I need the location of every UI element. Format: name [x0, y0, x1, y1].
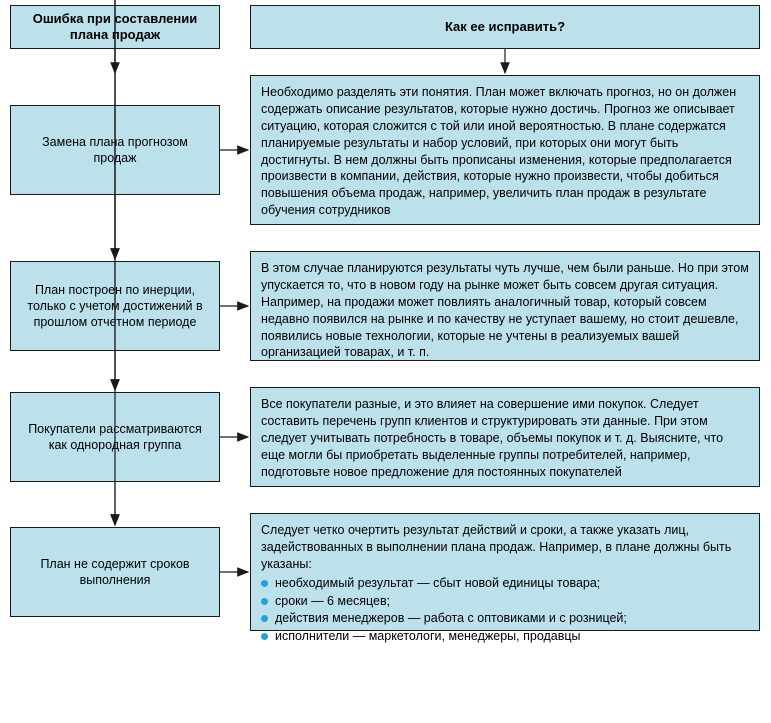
fix-text-2: Все покупатели разные, и это влияет на с… [261, 396, 749, 480]
fix-bullet-3-2: действия менеджеров — работа с оптовикам… [261, 610, 749, 627]
error-label-3: План не содержит сроков выполнения [19, 556, 211, 589]
error-box-1: План построен по инерции, только с учето… [10, 261, 220, 351]
fix-bullets-3: необходимый результат — сбыт новой едини… [261, 575, 749, 646]
fix-box-0: Необходимо разделять эти понятия. План м… [250, 75, 760, 225]
header-error-box: Ошибка при составлении плана продаж [10, 5, 220, 49]
fix-text-0: Необходимо разделять эти понятия. План м… [261, 84, 749, 219]
error-label-1: План построен по инерции, только с учето… [19, 282, 211, 331]
error-label-0: Замена плана прогнозом продаж [19, 134, 211, 167]
header-error-label: Ошибка при составлении плана продаж [19, 11, 211, 44]
error-label-2: Покупатели рассматриваются как однородна… [19, 421, 211, 454]
fix-box-3: Следует четко очертить результат действи… [250, 513, 760, 631]
fix-bullet-3-0: необходимый результат — сбыт новой едини… [261, 575, 749, 592]
header-fix-box: Как ее исправить? [250, 5, 760, 49]
header-fix-label: Как ее исправить? [445, 19, 565, 35]
fix-bullet-3-1: сроки — 6 месяцев; [261, 593, 749, 610]
error-box-2: Покупатели рассматриваются как однородна… [10, 392, 220, 482]
error-box-3: План не содержит сроков выполнения [10, 527, 220, 617]
fix-text-3: Следует четко очертить результат действи… [261, 522, 749, 573]
fix-bullet-3-3: исполнители — маркетологи, менеджеры, пр… [261, 628, 749, 645]
fix-box-1: В этом случае планируются результаты чут… [250, 251, 760, 361]
fix-text-1: В этом случае планируются результаты чут… [261, 260, 749, 361]
error-box-0: Замена плана прогнозом продаж [10, 105, 220, 195]
fix-box-2: Все покупатели разные, и это влияет на с… [250, 387, 760, 487]
